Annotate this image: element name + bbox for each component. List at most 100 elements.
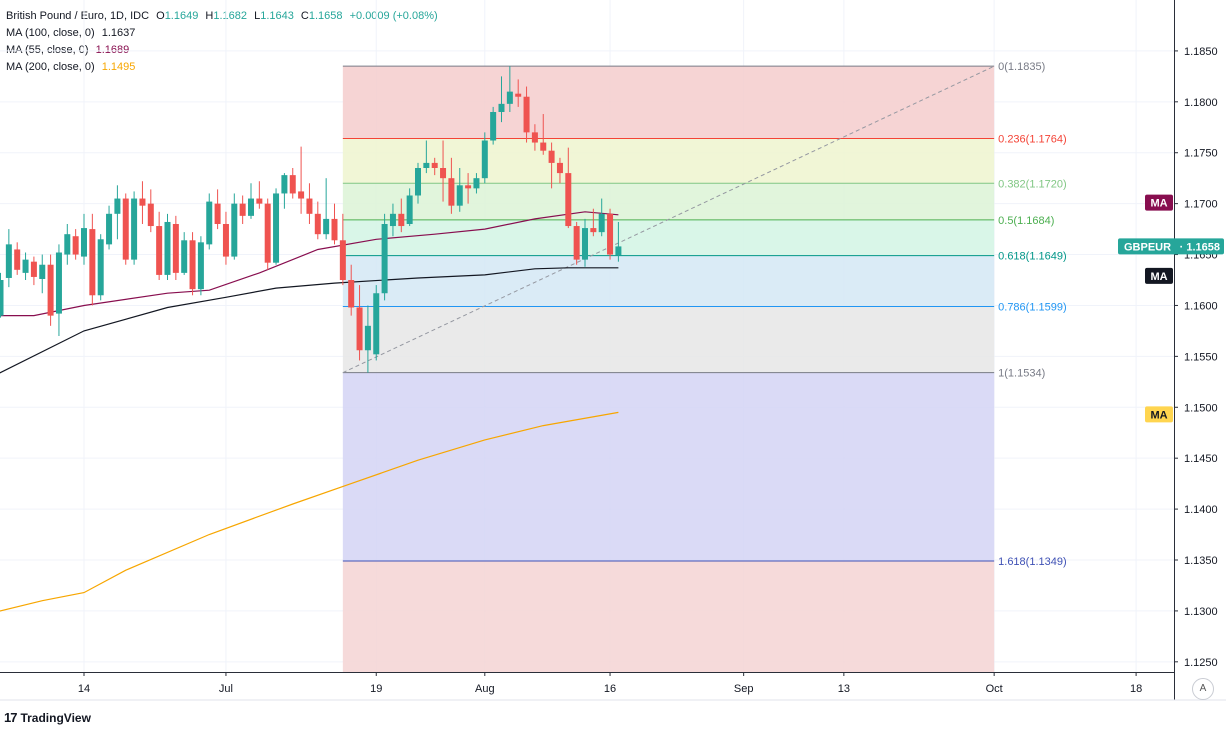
candle (548, 142, 555, 189)
candle (289, 168, 296, 199)
tradingview-logo-text: TradingView (20, 710, 91, 725)
candle-body (147, 203, 154, 227)
auto-scale-button[interactable]: A (1192, 678, 1214, 700)
candle-body (298, 191, 305, 199)
indicator-ma200-row[interactable]: MA (200, close, 0) 1.1495 (6, 59, 438, 76)
candle (490, 106, 497, 145)
candle-body (465, 185, 472, 189)
candle (339, 213, 346, 286)
ma55-line (0, 211, 619, 317)
indicator-ma55-row[interactable]: MA (55, close, 0) 1.1689 (6, 42, 438, 59)
ohlc-open-label: O (156, 10, 165, 22)
candle (598, 198, 605, 237)
candle-body (506, 91, 513, 104)
candle-body (381, 224, 388, 294)
candle-body (306, 198, 313, 214)
candle (206, 193, 213, 250)
candle-body (598, 213, 605, 233)
candle-body (64, 234, 71, 255)
ma200-line (0, 411, 619, 612)
candle-body (14, 249, 21, 270)
candle (356, 285, 363, 361)
candle-body (256, 198, 263, 204)
indicator-ma100-label: MA (100, close, 0) (6, 27, 95, 39)
candle (197, 236, 204, 296)
candle (331, 203, 338, 245)
candle-body (615, 246, 622, 256)
ohlc-high-label: H (205, 10, 214, 22)
candle-body (565, 173, 572, 227)
candle (47, 254, 54, 326)
ma200-axis-tag-text: MA (1150, 409, 1167, 421)
fib-band (342, 183, 995, 220)
candle-body (431, 162, 438, 168)
candle (64, 224, 71, 265)
candle (364, 305, 371, 373)
x-tick-label: Aug (475, 683, 495, 695)
x-tick-label: 16 (604, 683, 616, 695)
candle-body (72, 236, 79, 255)
candle-body (22, 259, 29, 273)
candle (615, 221, 622, 262)
candle (431, 157, 438, 176)
fib-band (342, 561, 995, 672)
candle-body (0, 280, 4, 316)
candle (248, 183, 254, 219)
ma100-axis-tag-text: MA (1150, 271, 1167, 283)
fib-band (342, 255, 995, 307)
candle-body (206, 201, 213, 245)
candle-body (373, 293, 380, 355)
indicator-ma100-row[interactable]: MA (100, close, 0) 1.1637 (6, 25, 438, 42)
candle (89, 213, 96, 306)
ma55-axis-tag-text: MA (1150, 198, 1167, 210)
candle (515, 79, 522, 107)
x-tick-label: Oct (986, 683, 1003, 695)
candle-body (30, 261, 37, 277)
candle (281, 173, 288, 209)
candle-body (323, 218, 330, 235)
candle-body (356, 307, 363, 351)
candle-body (122, 198, 129, 260)
plot-area: 1.618(1.1349) 1(1.1534) 0.786(1.1599) 0.618… (0, 0, 1174, 672)
ma200-axis-tag-bg (1145, 406, 1173, 423)
candle (314, 201, 321, 240)
y-tick-label: 1.1500 (1184, 402, 1218, 414)
candle (473, 173, 480, 194)
candle-body (423, 162, 430, 168)
candle (607, 208, 614, 260)
candle (72, 229, 79, 260)
candle (456, 168, 463, 212)
auto-scale-icon: A (1199, 683, 1207, 694)
candle-body (97, 239, 104, 296)
candle (131, 191, 138, 265)
fib-level-label: 0(1.1835) (998, 61, 1045, 73)
last-price-tag-bg (1118, 238, 1224, 255)
candle (348, 264, 355, 316)
candle (582, 218, 588, 267)
candle-body (415, 168, 421, 196)
candle (590, 208, 597, 237)
candle-body (607, 213, 614, 255)
fib-level-label: 1(1.1534) (998, 368, 1045, 380)
candle (398, 198, 405, 233)
candle (373, 285, 380, 361)
candle-body (582, 228, 588, 260)
candle-body (548, 150, 555, 163)
candle-body (289, 175, 296, 194)
candle (139, 181, 146, 224)
candle (214, 189, 221, 230)
tradingview-logo[interactable]: 17 TradingView (4, 710, 91, 725)
candle-body (47, 264, 54, 316)
x-tick-label: 14 (78, 683, 90, 695)
y-tick-label: 1.1800 (1184, 97, 1218, 109)
symbol-ohlc-row[interactable]: British Pound / Euro, 1D, IDC O1.1649 H1… (6, 8, 438, 25)
fib-level-label: 0.382(1.1720) (998, 178, 1067, 190)
candle (14, 242, 21, 275)
candle-body (39, 264, 46, 279)
fib-level-label: 1.618(1.1349) (998, 556, 1067, 568)
candle-body (498, 103, 505, 112)
candle (81, 213, 87, 265)
candle-body (156, 226, 163, 275)
candle (231, 193, 238, 260)
